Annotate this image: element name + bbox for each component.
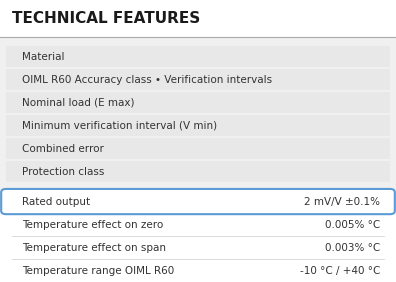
Text: Temperature effect on zero: Temperature effect on zero [22, 220, 163, 230]
Text: Nominal load (E max): Nominal load (E max) [22, 98, 134, 107]
Bar [6, 115, 390, 136]
Text: Material: Material [22, 52, 64, 61]
Text: TECHNICAL FEATURES: TECHNICAL FEATURES [12, 11, 200, 26]
Bar [6, 92, 390, 113]
Text: Protection class: Protection class [22, 167, 104, 177]
Bar [0, 236, 396, 259]
Text: -10 °C / +40 °C: -10 °C / +40 °C [300, 266, 380, 276]
Text: Temperature range OIML R60: Temperature range OIML R60 [22, 266, 174, 276]
FancyBboxPatch shape [1, 189, 395, 214]
Text: 2 mV/V ±0.1%: 2 mV/V ±0.1% [304, 197, 380, 206]
Bar [0, 0, 396, 37]
Bar [6, 161, 390, 182]
Text: 0.003% °C: 0.003% °C [325, 243, 380, 252]
Text: Combined error: Combined error [22, 144, 104, 153]
Text: 0.005% °C: 0.005% °C [325, 220, 380, 230]
Text: Minimum verification interval (V min): Minimum verification interval (V min) [22, 121, 217, 131]
Text: Temperature effect on span: Temperature effect on span [22, 243, 166, 252]
Text: OIML R60 Accuracy class • Verification intervals: OIML R60 Accuracy class • Verification i… [22, 75, 272, 85]
Bar [0, 259, 396, 282]
Bar [6, 46, 390, 67]
Text: Rated output: Rated output [22, 197, 90, 206]
Bar [6, 69, 390, 90]
Bar [0, 213, 396, 236]
Bar [6, 138, 390, 159]
